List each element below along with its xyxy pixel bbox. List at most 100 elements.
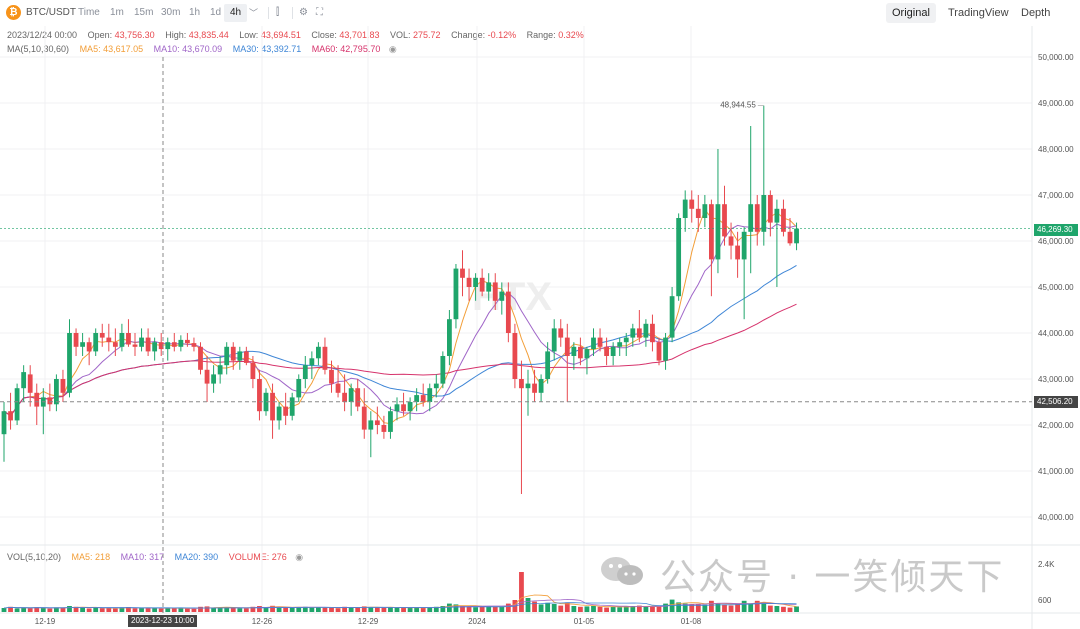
interval-15m[interactable]: 15m <box>134 7 154 18</box>
candle-body <box>551 328 557 352</box>
volume-bar <box>171 608 177 612</box>
candle-body <box>54 379 59 405</box>
candle-body <box>636 328 642 338</box>
volume-bar <box>499 607 505 612</box>
settings-icon[interactable]: ⚙ <box>299 7 308 18</box>
volume-bar <box>283 608 289 612</box>
candle-body <box>296 379 302 398</box>
volume-bar <box>54 607 59 612</box>
candle-body <box>604 346 609 356</box>
candle-body <box>545 351 551 379</box>
eye-icon[interactable]: ◉ <box>388 44 397 54</box>
candle-body <box>564 337 570 356</box>
volume-bar <box>243 608 249 612</box>
toolbar-divider <box>292 7 293 19</box>
volume-bar <box>401 608 406 612</box>
vol-label: VOL: <box>389 30 411 40</box>
vol-ma10: MA10: 317 <box>120 552 165 562</box>
price-tick-label: 46,000.00 <box>1038 237 1074 246</box>
candle-body <box>767 195 773 223</box>
candle-body <box>99 333 105 338</box>
candle-body <box>460 268 465 278</box>
low-value: 43,694.51 <box>260 30 301 40</box>
candle-body <box>204 369 210 384</box>
volume-bar <box>427 607 433 612</box>
symbol-label[interactable]: BTC/USDT <box>26 7 76 18</box>
candle-body <box>158 342 164 350</box>
volume-bar <box>394 607 400 612</box>
candle-body <box>34 392 40 407</box>
candle-body <box>466 277 472 287</box>
candle-body <box>702 204 708 218</box>
candle-body <box>67 333 72 393</box>
view-original-tab[interactable]: Original <box>886 3 936 23</box>
candle-body <box>191 343 197 347</box>
volume-bar <box>656 606 662 612</box>
price-tick-label: 40,000.00 <box>1038 513 1074 522</box>
eye-icon[interactable]: ◉ <box>295 552 304 562</box>
volume-bar <box>185 608 190 612</box>
vol-ma20: MA20: 390 <box>174 552 219 562</box>
crosshair-price-tag: 42,506.20 <box>1034 396 1078 408</box>
volume-bar <box>80 607 85 612</box>
candle-body <box>682 199 688 218</box>
candle-body <box>309 358 315 366</box>
volume-tick-label: 600 <box>1038 596 1052 605</box>
candle-body <box>447 319 452 356</box>
candle-body <box>211 374 216 384</box>
wechat-icon <box>601 557 643 585</box>
volume-bar <box>158 608 164 612</box>
volume-bar <box>302 606 308 612</box>
candle-body <box>355 388 361 407</box>
candle-body <box>21 372 27 389</box>
candle-body <box>617 342 623 347</box>
view-depth-tab[interactable]: Depth <box>1021 7 1051 19</box>
volume-bar <box>433 606 439 612</box>
interval-1h[interactable]: 1h <box>189 7 201 18</box>
candle-body <box>663 337 668 361</box>
ma5-value: MA5: 43,617.05 <box>79 44 144 54</box>
ma60-line <box>3 303 797 417</box>
candle-body <box>302 365 308 379</box>
candle-body <box>243 351 249 363</box>
volume-bar <box>767 605 773 612</box>
volume-bar <box>525 598 531 612</box>
view-tradingview-tab[interactable]: TradingView <box>948 7 1009 19</box>
candle-body <box>420 395 426 402</box>
candle-body <box>171 342 177 347</box>
volume-bar <box>597 606 603 612</box>
volume-bar <box>505 603 511 612</box>
indicator-icon[interactable]: ⫿ <box>276 7 280 18</box>
interval-1m[interactable]: 1m <box>110 7 124 18</box>
interval-time[interactable]: Time <box>78 7 100 18</box>
candle-body <box>532 383 537 393</box>
volume-bar <box>702 604 708 612</box>
volume-bar <box>761 602 767 612</box>
volume-bar <box>623 606 629 612</box>
interval-dropdown-icon[interactable]: ﹀ <box>249 8 259 18</box>
volume-bar <box>355 607 361 612</box>
candle-body <box>709 204 714 260</box>
crosshair-time-tag: 2023-12-23 10:00 <box>128 615 198 627</box>
time-tick-label: 2024 <box>468 617 486 626</box>
candle-body <box>630 328 636 338</box>
fullscreen-icon[interactable]: ⛶ <box>316 7 323 18</box>
volume-bar <box>374 607 380 612</box>
price-tick-label: 48,000.00 <box>1038 145 1074 154</box>
candle-body <box>695 208 701 218</box>
candle-body <box>407 402 413 412</box>
volume-bar <box>473 607 478 612</box>
interval-30m[interactable]: 30m <box>161 7 181 18</box>
candle-body <box>505 291 511 333</box>
candle-body <box>774 208 780 223</box>
volume-tick-label: 2.4K <box>1038 560 1055 569</box>
time-tick-label: 01-08 <box>681 617 702 626</box>
interval-4h[interactable]: 4h <box>224 4 248 22</box>
volume-bar <box>217 607 223 612</box>
volume-bar <box>99 608 105 612</box>
candle-body <box>689 199 695 209</box>
interval-1d[interactable]: 1d <box>210 7 222 18</box>
candle-body <box>519 379 524 389</box>
range-value: 0.32% <box>558 30 584 40</box>
